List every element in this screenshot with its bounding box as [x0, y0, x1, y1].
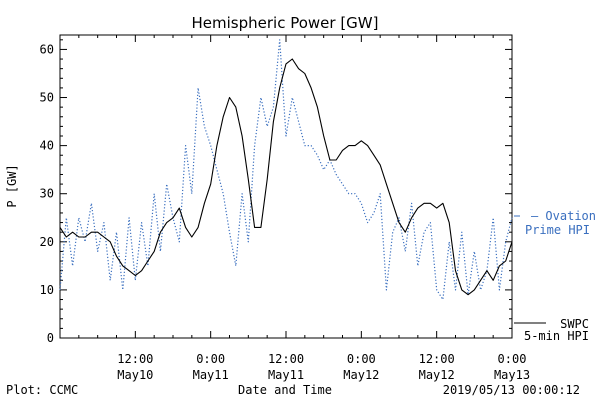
footer-right-timestamp: 2019/05/13 00:00:12 — [443, 383, 580, 397]
x-tick-label-time: 0:00 — [196, 352, 225, 366]
y-tick-label: 20 — [40, 235, 54, 249]
x-tick-label-time: 12:00 — [117, 352, 153, 366]
legend-ovation-line1: – Ovation — [531, 209, 596, 223]
y-axis-ticks: 0 10 20 30 40 50 60 — [40, 39, 512, 345]
x-tick-label-time: 0:00 — [347, 352, 376, 366]
x-tick-label-date: May12 — [343, 368, 379, 382]
x-axis-ticks: 12:00 May10 0:00 May11 12:00 May11 0:00 May12 12… — [78, 35, 530, 382]
x-tick-label-date: May12 — [419, 368, 455, 382]
x-tick-label-date: May10 — [117, 368, 153, 382]
series-line-swpc — [59, 58, 513, 296]
x-tick-label-date: May11 — [193, 368, 229, 382]
x-tick-label-date: May11 — [268, 368, 304, 382]
legend-swpc-line2: 5-min HPI — [524, 329, 589, 343]
x-tick-label-time: 12:00 — [268, 352, 304, 366]
y-tick-label: 30 — [40, 187, 54, 201]
y-tick-label: 10 — [40, 283, 54, 297]
legend-swpc-line1: SWPC — [560, 317, 589, 331]
x-tick-label-date: May13 — [494, 368, 530, 382]
y-tick-label: 50 — [40, 91, 54, 105]
y-tick-label: 0 — [47, 331, 54, 345]
series-line-ovation — [59, 39, 513, 301]
chart-title: Hemispheric Power [GW] — [192, 14, 379, 32]
series-group — [59, 39, 513, 301]
x-tick-label-time: 12:00 — [419, 352, 455, 366]
legend-ovation-line2: Prime HPI — [525, 223, 590, 237]
y-tick-label: 60 — [40, 42, 54, 56]
footer-left-credit: Plot: CCMC — [6, 383, 78, 397]
x-axis-label: Date and Time — [238, 383, 332, 397]
x-tick-label-time: 0:00 — [498, 352, 527, 366]
y-tick-label: 40 — [40, 139, 54, 153]
y-axis-label: P [GW] — [5, 164, 19, 207]
